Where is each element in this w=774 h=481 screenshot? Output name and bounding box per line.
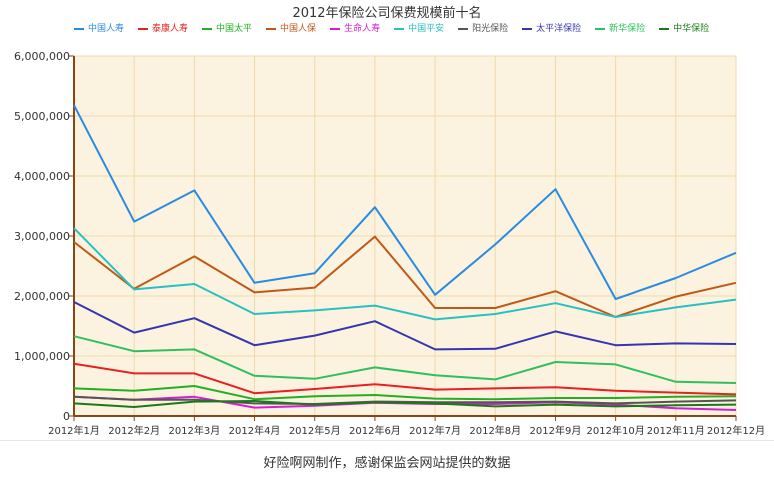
- series-line: [73, 104, 737, 300]
- x-tick-label: 2012年4月: [229, 424, 281, 437]
- legend-swatch: [522, 28, 533, 30]
- x-tick-label: 2012年10月: [587, 424, 645, 437]
- legend-item[interactable]: 中华保险: [659, 21, 709, 37]
- label-layer: 0 1,000,000 2,000,000 3,000,000 4,000,000 5,0…: [14, 50, 765, 437]
- x-tick-label: 2012年6月: [349, 424, 401, 437]
- axis-layer: [69, 55, 737, 421]
- legend-swatch: [266, 28, 277, 30]
- legend-item[interactable]: 太平洋保险: [522, 21, 581, 37]
- x-tick-label: 2012年9月: [530, 424, 582, 437]
- series-line: [73, 385, 737, 401]
- legend-item[interactable]: 中国太平: [202, 21, 252, 37]
- y-tick-label: 5,000,000: [14, 110, 70, 123]
- legend-swatch: [458, 28, 469, 30]
- chart-area: 0 1,000,000 2,000,000 3,000,000 4,000,000 5,0…: [14, 6, 766, 437]
- legend-label: 中国太平: [216, 24, 253, 34]
- legend-swatch: [595, 28, 606, 30]
- legend-swatch: [138, 28, 149, 30]
- legend-label: 中华保险: [673, 24, 710, 34]
- legend-label: 生命人寿: [344, 24, 381, 34]
- legend-item[interactable]: 新华保险: [595, 21, 645, 37]
- y-tick-label: 2,000,000: [14, 290, 70, 303]
- x-tick-label: 2012年1月: [48, 424, 100, 437]
- legend-label: 阳光保险: [472, 24, 509, 34]
- x-tick-label: 2012年12月: [707, 424, 765, 437]
- y-tick-label: 0: [63, 410, 70, 423]
- legend-swatch: [330, 28, 341, 30]
- legend-label: 泰康人寿: [152, 24, 189, 34]
- series-line: [73, 227, 737, 321]
- legend-item[interactable]: 中国人寿: [74, 21, 124, 37]
- series-line: [73, 235, 737, 318]
- legend-label: 中国平安: [408, 24, 445, 34]
- series-layer: [73, 104, 737, 411]
- x-tick-label: 2012年5月: [289, 424, 341, 437]
- x-tick-label: 2012年11月: [647, 424, 705, 437]
- series-line: [73, 400, 737, 408]
- legend-item[interactable]: 阳光保险: [458, 21, 508, 37]
- legend-label: 中国人寿: [88, 24, 125, 34]
- y-tick-label: 6,000,000: [14, 50, 70, 63]
- legend-item[interactable]: 中国平安: [394, 21, 444, 37]
- legend-swatch: [74, 28, 84, 30]
- legend-label: 新华保险: [609, 24, 646, 34]
- chart-caption: 好险啊网制作，感谢保监会网站提供的数据: [263, 456, 511, 471]
- chart-legend: 中国人寿 泰康人寿 中国太平 中国人保 生命人寿 中国平安 阳光保险 太平洋保险 新华保险 中华保…: [74, 20, 764, 37]
- y-tick-label: 4,000,000: [14, 170, 70, 183]
- legend-label: 太平洋保险: [536, 24, 582, 34]
- x-tick-label: 2012年8月: [469, 424, 521, 437]
- series-line: [73, 335, 737, 384]
- legend-swatch: [394, 28, 405, 30]
- legend-label: 中国人保: [280, 24, 317, 34]
- y-tick-label: 3,000,000: [14, 230, 70, 243]
- legend-item[interactable]: 中国人保: [266, 21, 316, 37]
- x-tick-label: 2012年7月: [409, 424, 461, 437]
- chart-title: 2012年保险公司保费规模前十名: [292, 6, 482, 21]
- x-tick-label: 2012年2月: [108, 424, 160, 437]
- line-chart: 0 1,000,000 2,000,000 3,000,000 4,000,000 5,0…: [14, 50, 765, 437]
- series-line: [73, 301, 737, 351]
- legend-swatch: [659, 28, 670, 30]
- series-line: [73, 362, 737, 396]
- legend-item[interactable]: 生命人寿: [330, 21, 380, 37]
- caption-divider: [0, 440, 774, 441]
- legend-swatch: [202, 28, 213, 30]
- legend-item[interactable]: 泰康人寿: [138, 21, 188, 37]
- x-tick-label: 2012年3月: [168, 424, 220, 437]
- y-tick-label: 1,000,000: [14, 350, 70, 363]
